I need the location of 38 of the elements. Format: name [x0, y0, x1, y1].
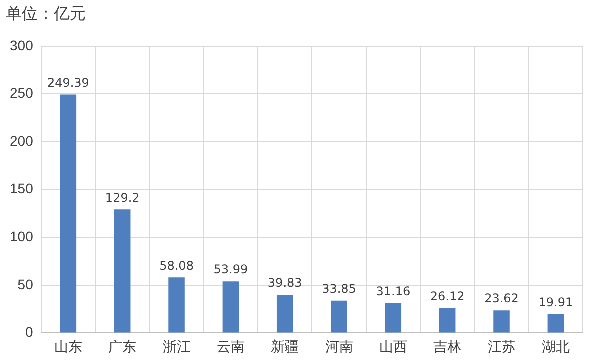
x-tick-label: 山东: [54, 338, 82, 354]
data-label: 53.99: [214, 262, 248, 277]
x-tick-label: 新疆: [271, 338, 300, 354]
data-label: 33.85: [322, 282, 356, 296]
x-tick-label: 山西: [379, 338, 408, 354]
data-label: 23.62: [484, 292, 519, 306]
y-tick-label: 300: [10, 37, 34, 54]
bar: [494, 310, 510, 333]
y-tick-label: 50: [18, 276, 34, 292]
bar: [114, 210, 131, 333]
y-axis-title: 单位：亿元: [6, 4, 86, 25]
y-tick-label: 250: [10, 85, 34, 102]
bar: [276, 295, 294, 333]
bar: [439, 308, 456, 333]
x-tick-label: 吉林: [434, 338, 462, 354]
x-tick-label: 湖北: [542, 338, 570, 354]
data-label: 249.39: [47, 76, 90, 90]
data-label: 26.12: [430, 289, 465, 304]
x-tick-label: 云南: [216, 338, 245, 354]
y-tick-label: 100: [10, 228, 34, 244]
data-label: 129.2: [105, 190, 140, 205]
data-label: 39.83: [268, 276, 302, 290]
bar: [385, 303, 402, 333]
data-label: 58.08: [160, 258, 194, 273]
bar: [548, 314, 564, 333]
y-tick-label: 150: [10, 180, 34, 197]
data-label: 19.91: [538, 295, 574, 310]
data-label: 31.16: [376, 284, 411, 299]
y-tick-label: 0: [26, 324, 34, 340]
x-tick-label: 广东: [108, 338, 137, 354]
bar: [60, 94, 77, 333]
bar: [222, 282, 240, 333]
x-tick-label: 江苏: [488, 338, 516, 354]
bar: [331, 300, 348, 333]
x-tick-label: 浙江: [162, 338, 191, 354]
y-tick-label: 200: [10, 132, 34, 149]
bar: [168, 278, 185, 333]
x-tick-label: 河南: [325, 338, 354, 354]
